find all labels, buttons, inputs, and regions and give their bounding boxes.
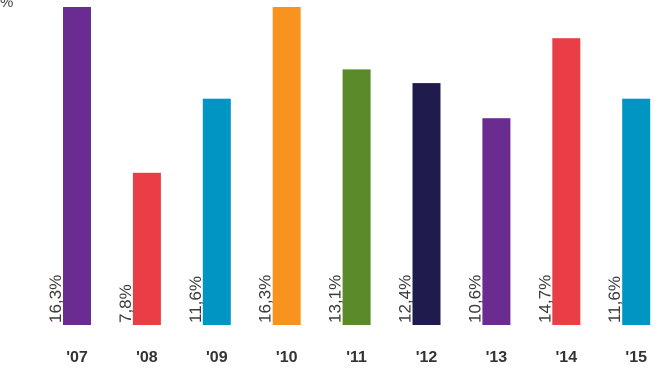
x-tick-label-1: '08 bbox=[136, 349, 158, 366]
bar-1 bbox=[132, 172, 161, 325]
bar-5 bbox=[412, 83, 441, 325]
x-tick-label-2: '09 bbox=[206, 349, 228, 366]
value-label-3: 16,3% bbox=[256, 275, 275, 323]
value-label-5: 12,4% bbox=[396, 275, 415, 323]
value-label-6: 10,6% bbox=[465, 275, 484, 323]
bar-2 bbox=[202, 98, 231, 325]
x-tick-label-4: '11 bbox=[346, 349, 367, 366]
x-tick-label-7: '14 bbox=[555, 349, 577, 366]
bar-4 bbox=[342, 69, 371, 326]
x-tick-label-5: '12 bbox=[416, 349, 438, 366]
value-label-2: 11,6% bbox=[186, 276, 205, 323]
bar-6 bbox=[482, 118, 511, 325]
bar-7 bbox=[552, 38, 581, 325]
x-tick-label-0: '07 bbox=[66, 349, 88, 366]
bar-8 bbox=[622, 98, 651, 325]
value-label-0: 16,3% bbox=[46, 275, 65, 323]
x-tick-label-6: '13 bbox=[486, 349, 508, 366]
value-label-4: 13,1% bbox=[326, 275, 345, 323]
bar-0 bbox=[63, 7, 91, 325]
value-label-7: 14,7% bbox=[535, 275, 554, 323]
y-unit-label: % bbox=[0, 0, 14, 11]
value-label-8: 11,6% bbox=[605, 276, 624, 323]
x-tick-label-8: '15 bbox=[625, 349, 647, 366]
value-label-1: 7,8% bbox=[116, 284, 135, 323]
x-tick-label-3: '10 bbox=[276, 349, 298, 366]
bar-3 bbox=[272, 7, 301, 325]
